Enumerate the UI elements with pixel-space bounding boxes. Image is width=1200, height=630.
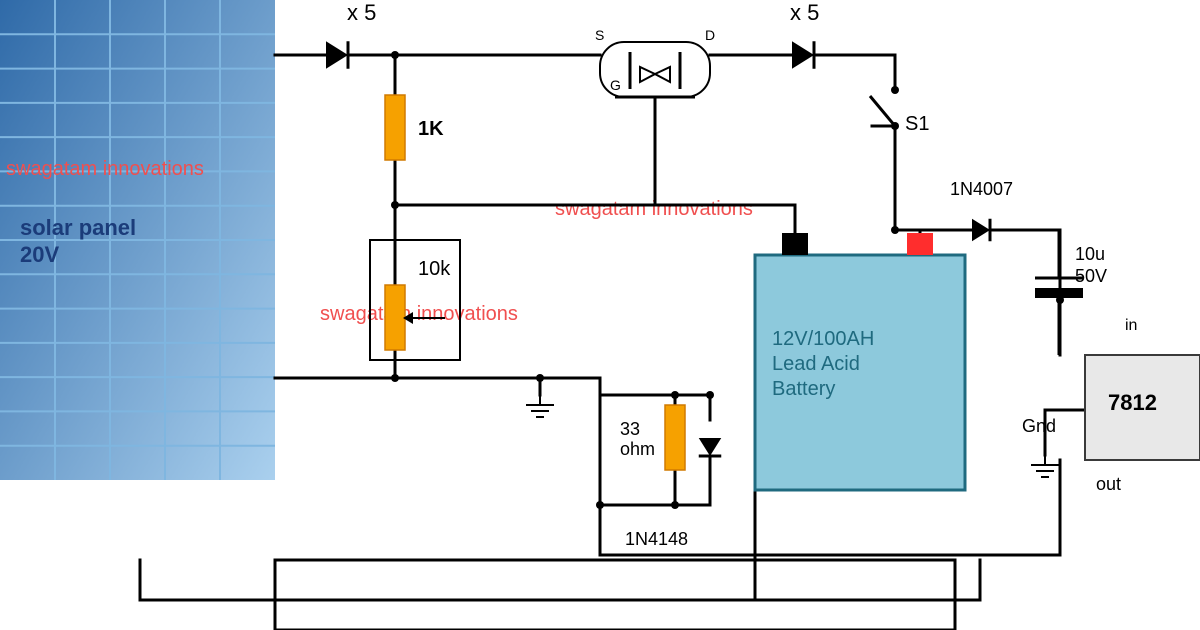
panel-title: solar panel xyxy=(20,215,136,240)
label-r10k: 10k xyxy=(418,258,451,280)
junction xyxy=(706,391,714,399)
r-10k xyxy=(385,285,405,350)
r-1k xyxy=(385,95,405,160)
label-mos_d: D xyxy=(705,27,715,43)
label-s1: S1 xyxy=(905,113,929,135)
label-r33a: 33 xyxy=(620,419,640,439)
label-r33b: ohm xyxy=(620,439,655,459)
label-x5_right: x 5 xyxy=(790,0,819,25)
label-cap10u: 10u xyxy=(1075,244,1105,264)
label-x5_left: x 5 xyxy=(347,0,376,25)
r-33 xyxy=(665,405,685,470)
label-out: out xyxy=(1096,474,1121,494)
junction xyxy=(391,374,399,382)
junction xyxy=(536,374,544,382)
label-in: in xyxy=(1125,317,1137,334)
label-batt1: 12V/100AH xyxy=(772,328,874,350)
label-batt3: Battery xyxy=(772,378,835,400)
battery-term-pos xyxy=(907,233,933,255)
label-cap50v: 50V xyxy=(1075,266,1107,286)
label-d1n4007: 1N4007 xyxy=(950,179,1013,199)
label-mos_s: S xyxy=(595,27,604,43)
battery-term-neg xyxy=(782,233,808,255)
label-mos_g: G xyxy=(610,77,621,93)
cap-plate xyxy=(1035,288,1083,298)
switch-node xyxy=(891,86,899,94)
junction xyxy=(671,501,679,509)
label-r1k: 1K xyxy=(418,118,444,140)
watermark: swagatam innovations xyxy=(320,303,518,325)
panel-voltage: 20V xyxy=(20,242,59,267)
label-d1n4148: 1N4148 xyxy=(625,529,688,549)
junction xyxy=(891,226,899,234)
junction xyxy=(596,501,604,509)
watermark: swagatam innovations xyxy=(6,158,204,180)
label-batt2: Lead Acid xyxy=(772,353,860,375)
junction xyxy=(391,201,399,209)
label-ic: 7812 xyxy=(1108,390,1157,415)
junction xyxy=(391,51,399,59)
label-gnd: Gnd xyxy=(1022,416,1056,436)
junction xyxy=(671,391,679,399)
